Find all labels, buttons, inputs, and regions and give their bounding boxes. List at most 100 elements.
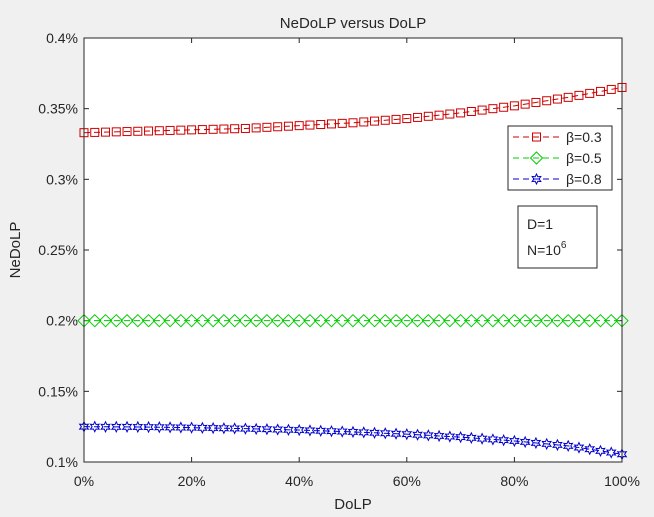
data-point — [412, 428, 423, 441]
series-diamond — [77, 313, 629, 328]
data-point — [433, 429, 445, 443]
data-point — [153, 421, 165, 434]
data-point — [304, 424, 316, 437]
x-tick-label: 100% — [604, 473, 640, 489]
data-point — [552, 94, 562, 104]
data-point — [585, 88, 595, 98]
data-point — [133, 126, 143, 136]
x-tick-label: 20% — [178, 473, 206, 489]
data-point — [421, 313, 436, 328]
data-point — [144, 126, 154, 136]
data-point — [379, 427, 391, 440]
data-point — [561, 313, 575, 328]
data-point — [413, 112, 423, 122]
data-point — [101, 127, 111, 137]
legend-marker — [529, 151, 544, 165]
data-point — [574, 90, 584, 100]
data-point — [552, 438, 563, 452]
data-point — [563, 92, 573, 102]
data-point — [477, 105, 487, 115]
data-point — [539, 313, 554, 328]
y-tick-label: 0.4% — [46, 30, 78, 46]
data-point — [400, 313, 414, 328]
data-point — [218, 422, 230, 435]
data-point — [606, 84, 616, 94]
legend[interactable]: β=0.3 β=0.5 β=0.8 — [507, 125, 613, 191]
x-tick-label: 80% — [500, 473, 528, 489]
data-point — [456, 108, 466, 118]
x-tick-label: 60% — [393, 473, 421, 489]
data-point — [466, 431, 477, 445]
data-point — [164, 421, 176, 434]
data-point — [378, 313, 392, 328]
legend-entry[interactable]: β=0.5 — [513, 150, 602, 166]
data-point — [316, 119, 326, 129]
data-point — [100, 420, 111, 433]
data-point — [336, 425, 348, 438]
data-point — [283, 121, 293, 131]
data-point — [217, 313, 231, 328]
data-point — [294, 121, 304, 131]
data-point — [122, 127, 132, 137]
data-point — [499, 102, 509, 112]
data-point — [111, 127, 121, 137]
data-point — [227, 313, 242, 328]
data-point — [238, 313, 253, 328]
data-point — [541, 437, 553, 451]
series-layer — [77, 82, 629, 461]
data-point — [531, 97, 541, 107]
legend-entry[interactable]: β=0.8 — [513, 171, 602, 187]
y-axis-ticks: 0.1% 0.15% 0.2% 0.25% 0.3% 0.35% 0.4% — [38, 30, 622, 470]
data-point — [595, 444, 606, 458]
data-point — [314, 313, 328, 328]
legend-entry[interactable]: β=0.3 — [513, 129, 602, 145]
x-axis-label: DoLP — [334, 496, 372, 513]
data-point — [250, 422, 262, 436]
data-point — [593, 313, 608, 328]
y-tick-label: 0.35% — [38, 101, 78, 117]
y-tick-label: 0.25% — [38, 242, 78, 258]
data-point — [240, 123, 250, 133]
data-point — [292, 313, 306, 328]
data-point — [434, 110, 444, 120]
legend-marker — [531, 172, 542, 186]
data-point — [230, 124, 240, 134]
data-point — [476, 432, 488, 445]
data-point — [410, 313, 425, 328]
data-point — [293, 423, 305, 437]
data-point — [207, 421, 219, 435]
data-point — [143, 420, 154, 434]
y-tick-label: 0.2% — [46, 313, 78, 329]
data-point — [324, 313, 339, 328]
data-point — [272, 423, 284, 436]
annotation-base: N=10 — [527, 242, 561, 258]
data-point — [390, 427, 402, 440]
annotation-line-1: D=1 — [527, 216, 553, 232]
data-point — [326, 424, 337, 438]
data-point — [326, 119, 336, 129]
data-point — [464, 313, 479, 328]
annotation-frame — [517, 205, 598, 269]
legend-label: β=0.8 — [566, 171, 602, 187]
annotation-line-2: N=106 — [527, 240, 567, 258]
data-point — [249, 313, 263, 328]
data-point — [401, 427, 413, 441]
data-point — [573, 441, 585, 454]
data-point — [359, 117, 369, 127]
data-point — [509, 101, 519, 111]
data-point — [283, 423, 294, 436]
data-point — [270, 313, 285, 328]
data-point — [303, 313, 317, 328]
data-point — [604, 313, 618, 328]
data-point — [595, 86, 605, 96]
data-point — [197, 421, 208, 435]
data-point — [131, 313, 145, 328]
data-point — [176, 125, 186, 135]
data-point — [370, 116, 380, 126]
data-point — [391, 114, 401, 124]
data-point — [357, 313, 371, 328]
data-point — [206, 313, 220, 328]
data-point — [120, 313, 134, 328]
data-point — [262, 122, 272, 132]
data-point — [423, 111, 433, 121]
